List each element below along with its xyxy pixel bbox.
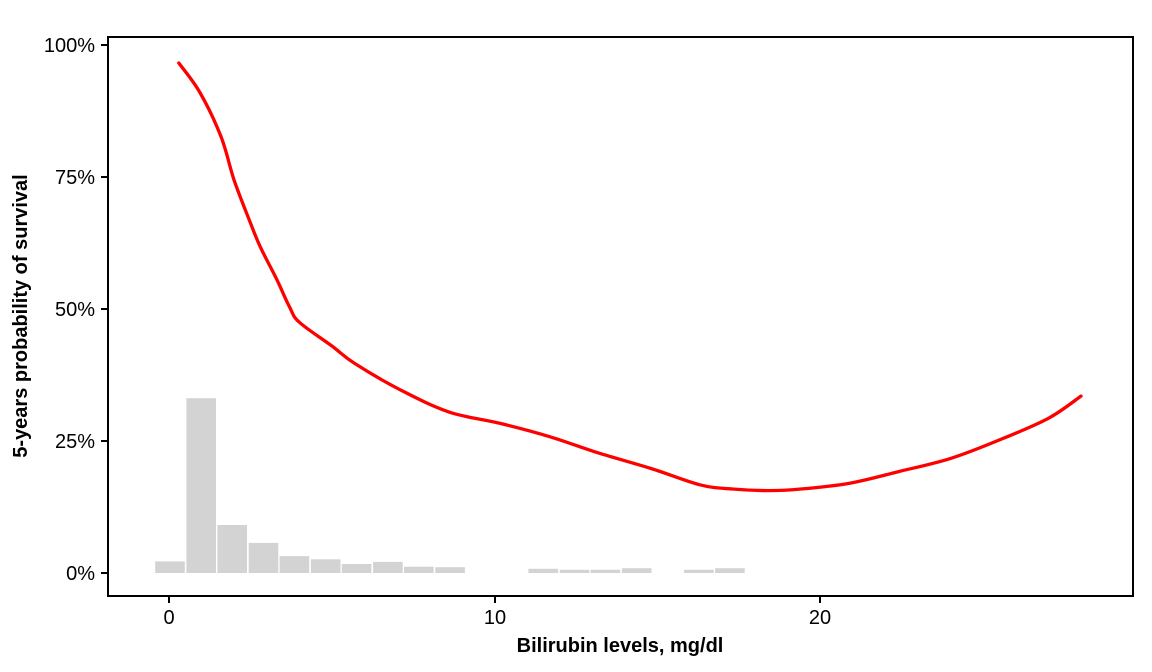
histogram-bar (590, 569, 621, 573)
histogram-bar (341, 564, 372, 573)
histogram-bar (684, 569, 714, 573)
histogram-bar (373, 561, 403, 573)
y-axis-tick-label: 100% (44, 35, 95, 57)
panel-border (107, 36, 1134, 597)
y-axis-tick-label: 25% (55, 431, 95, 453)
axis-ticks (101, 44, 821, 603)
histogram-bar (310, 559, 341, 573)
x-axis-tick-label: 20 (809, 607, 831, 629)
x-axis-tick-label: 10 (484, 607, 506, 629)
x-axis-tick-label: 0 (163, 607, 174, 629)
histogram-bar (404, 566, 434, 573)
histogram-bar (621, 568, 652, 573)
histogram-bar (435, 567, 465, 573)
y-axis-tick-label: 0% (66, 563, 95, 585)
histogram-bar (715, 568, 745, 573)
histogram-bar (248, 542, 279, 573)
x-axis-title: Bilirubin levels, mg/dl (517, 635, 724, 657)
histogram-bar (559, 569, 590, 573)
histogram-bar (279, 556, 310, 573)
histogram-layer (155, 398, 745, 573)
y-axis-tick-label: 50% (55, 299, 95, 321)
survival-curve (177, 61, 1083, 493)
histogram-bar (217, 525, 247, 573)
histogram-bar (528, 568, 558, 573)
y-axis-tick-label: 75% (55, 167, 95, 189)
histogram-bar (186, 398, 216, 573)
y-axis-title: 5-years probability of survival (10, 174, 32, 457)
histogram-bar (155, 561, 185, 573)
